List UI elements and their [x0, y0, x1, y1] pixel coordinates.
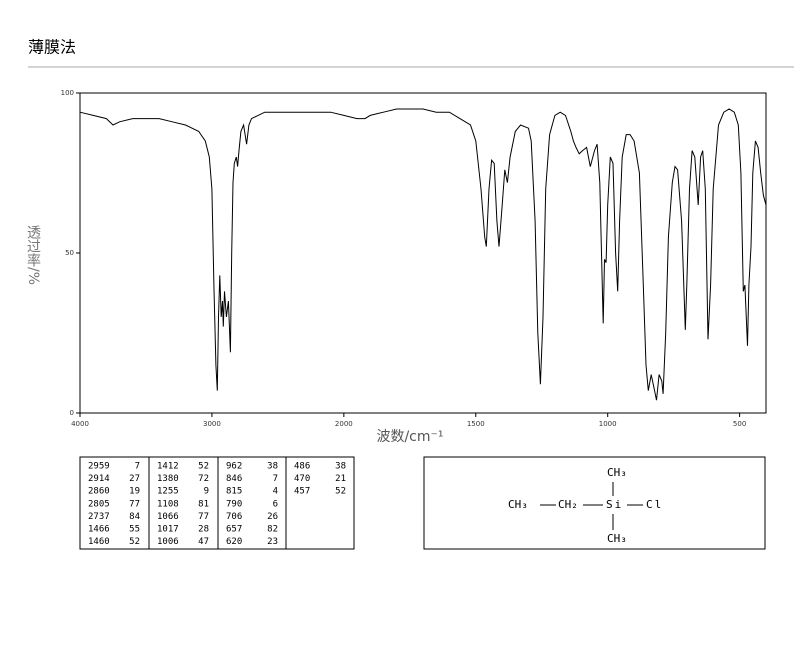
peak-wavenumber: 486: [294, 462, 310, 472]
peak-transmittance: 6: [273, 499, 278, 509]
x-tick-label: 4000: [71, 420, 89, 428]
y-tick-label: 50: [65, 249, 74, 257]
peak-wavenumber: 962: [226, 462, 242, 472]
atom-label: CH₃: [607, 466, 627, 479]
peak-wavenumber: 457: [294, 487, 310, 497]
peak-table-frame: [79, 456, 355, 550]
peak-transmittance: 47: [198, 537, 209, 547]
peak-transmittance: 38: [267, 462, 278, 472]
x-tick-label: 3000: [203, 420, 221, 428]
peak-wavenumber: 790: [226, 499, 242, 509]
peak-transmittance: 82: [267, 525, 278, 535]
atom-label: Si: [606, 498, 623, 511]
peak-transmittance: 52: [198, 462, 209, 472]
peak-wavenumber: 2860: [88, 487, 110, 497]
peak-wavenumber: 1006: [157, 537, 179, 547]
atom-label: CH₂: [558, 498, 578, 511]
peak-wavenumber: 620: [226, 537, 242, 547]
peak-transmittance: 52: [335, 487, 346, 497]
peak-transmittance: 19: [129, 487, 140, 497]
page-title: 薄膜法: [28, 38, 76, 57]
peak-wavenumber: 1412: [157, 462, 179, 472]
peak-transmittance: 81: [198, 499, 209, 509]
peak-wavenumber: 846: [226, 474, 242, 484]
structure-frame: [423, 456, 766, 550]
peak-transmittance: 77: [198, 512, 209, 522]
y-tick-label: 0: [70, 409, 74, 417]
peak-wavenumber: 1108: [157, 499, 179, 509]
peak-wavenumber: 815: [226, 487, 242, 497]
atom-label: CH₃: [508, 498, 528, 511]
x-tick-label: 1500: [467, 420, 485, 428]
peak-wavenumber: 2805: [88, 499, 110, 509]
peak-wavenumber: 1466: [88, 525, 110, 535]
peak-wavenumber: 1255: [157, 487, 179, 497]
atom-label: Cl: [646, 498, 663, 511]
peak-wavenumber: 1380: [157, 474, 179, 484]
peak-transmittance: 72: [198, 474, 209, 484]
atom-label: CH₃: [607, 532, 627, 545]
peak-transmittance: 28: [198, 525, 209, 535]
peak-wavenumber: 706: [226, 512, 242, 522]
plot-frame: [79, 92, 767, 414]
peak-transmittance: 7: [135, 462, 140, 472]
peak-wavenumber: 1066: [157, 512, 179, 522]
peak-wavenumber: 1017: [157, 525, 179, 535]
spectrum-line: [79, 108, 767, 401]
peak-transmittance: 21: [335, 474, 346, 484]
x-tick-label: 2000: [335, 420, 353, 428]
x-tick-label: 500: [733, 420, 746, 428]
peak-transmittance: 23: [267, 537, 278, 547]
peak-transmittance: 55: [129, 525, 140, 535]
peak-wavenumber: 657: [226, 525, 242, 535]
peak-transmittance: 84: [129, 512, 140, 522]
peak-transmittance: 27: [129, 474, 140, 484]
peak-transmittance: 38: [335, 462, 346, 472]
peak-wavenumber: 470: [294, 474, 310, 484]
peak-transmittance: 52: [129, 537, 140, 547]
peak-wavenumber: 2737: [88, 512, 110, 522]
peak-transmittance: 26: [267, 512, 278, 522]
y-tick-label: 100: [61, 89, 74, 97]
y-axis-label: 透过率/%: [25, 225, 41, 285]
peak-wavenumber: 2914: [88, 474, 110, 484]
bonds: [540, 482, 643, 530]
peak-transmittance: 7: [273, 474, 278, 484]
x-tick-label: 1000: [599, 420, 617, 428]
peak-wavenumber: 2959: [88, 462, 110, 472]
x-axis-label: 波数/cm⁻¹: [376, 429, 443, 445]
peak-wavenumber: 1460: [88, 537, 110, 547]
peak-transmittance: 4: [273, 487, 278, 497]
peak-transmittance: 9: [204, 487, 209, 497]
peak-transmittance: 77: [129, 499, 140, 509]
